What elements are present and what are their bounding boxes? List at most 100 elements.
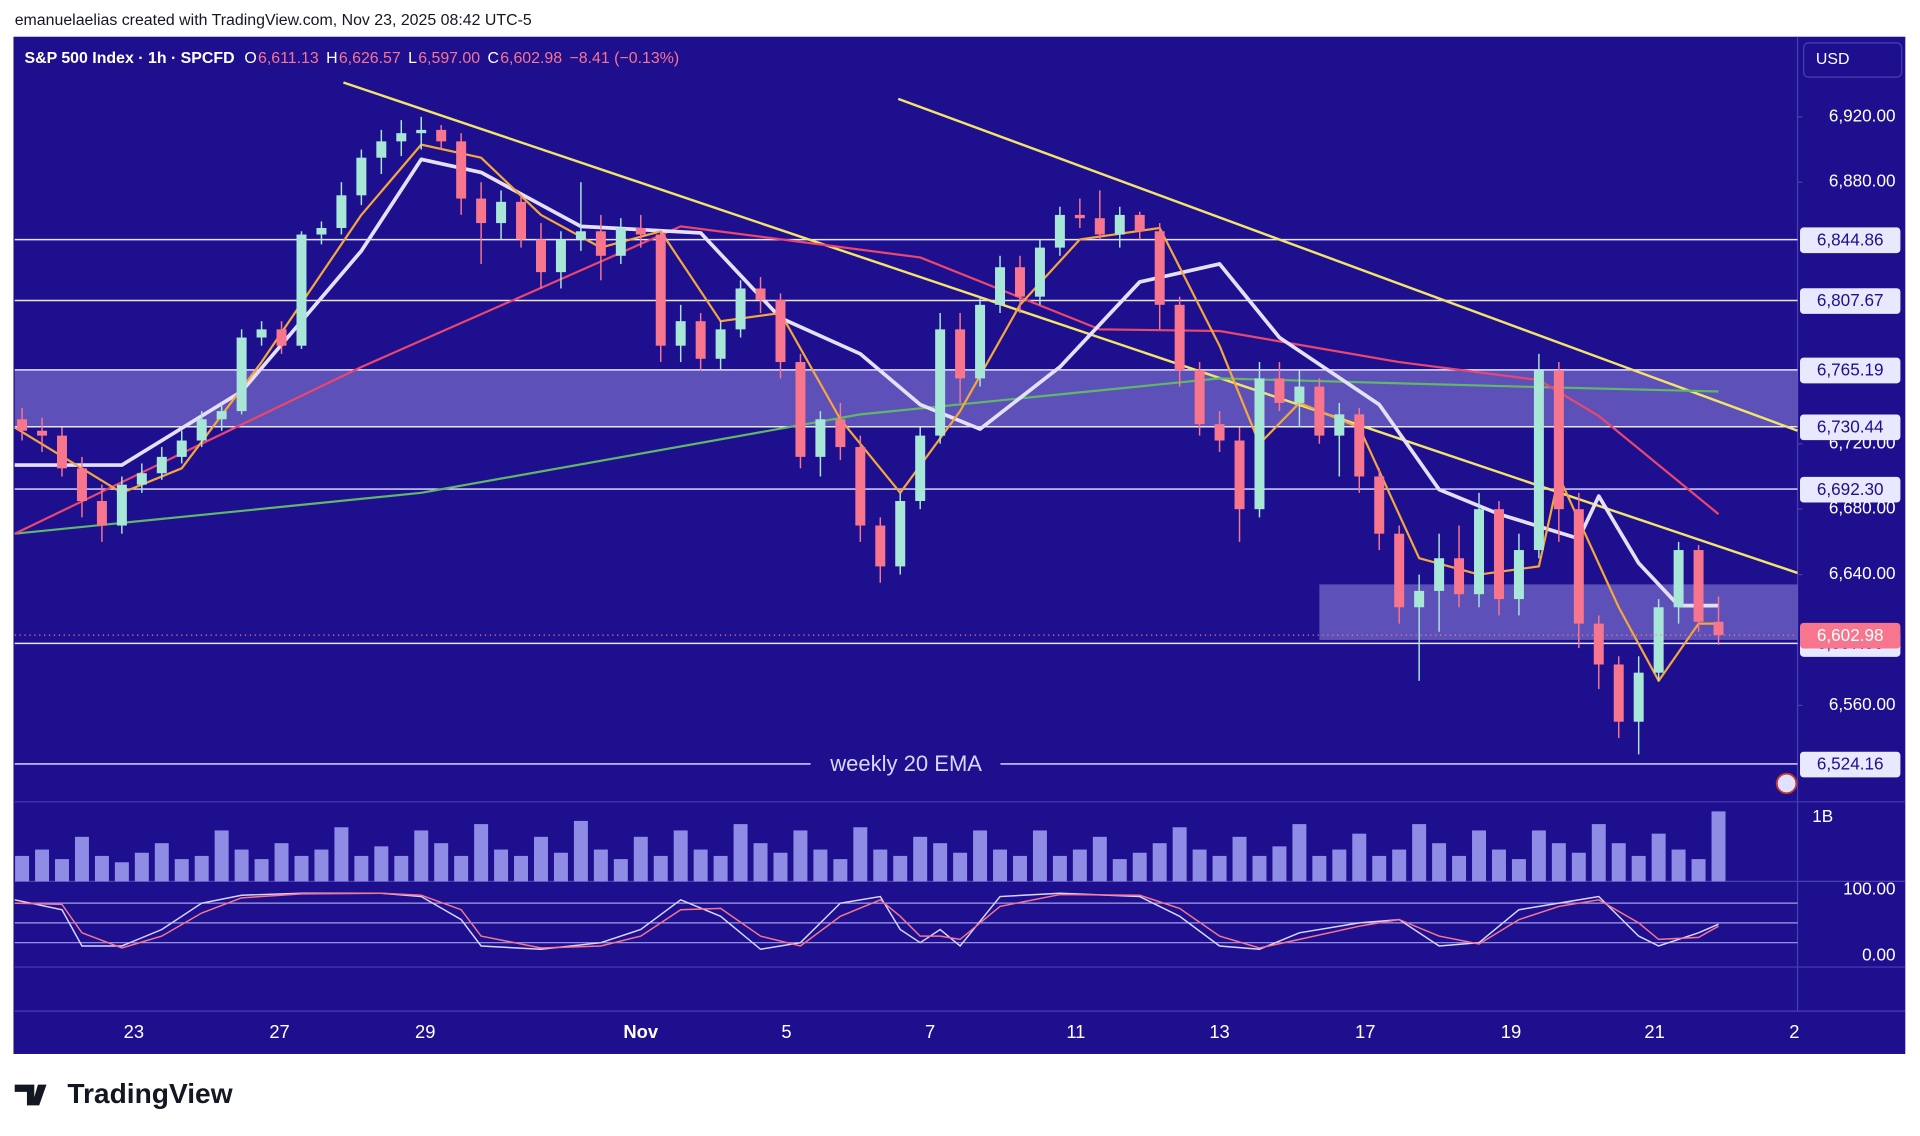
candle-body (316, 227, 327, 235)
candle-body (875, 525, 886, 567)
volume-bar (853, 827, 868, 882)
legend-item: 6,626.57 (339, 50, 401, 67)
attribution: emanuelaelias created with TradingView.c… (15, 12, 532, 29)
candle-body (1533, 370, 1544, 551)
volume-bar (1452, 855, 1467, 882)
volume-bar (1551, 843, 1566, 882)
candle-body (1134, 214, 1145, 232)
candle-body (1054, 214, 1065, 248)
candle-body (695, 321, 706, 359)
candle-body (1314, 386, 1325, 436)
volume-bar (693, 849, 708, 882)
legend-item: H (326, 50, 338, 67)
y-tick-label: 6,560.00 (1829, 694, 1896, 714)
candle-body (116, 484, 127, 526)
volume-bar (733, 824, 748, 882)
candle-body (1294, 386, 1305, 403)
candle-body (935, 329, 946, 436)
volume-bar (1252, 855, 1267, 882)
candle-body (835, 419, 846, 448)
stochastic-tick-label: 100.00 (1843, 878, 1895, 898)
candle-body (675, 321, 686, 346)
volume-bar (1392, 849, 1407, 882)
moving-average (14, 225, 1720, 535)
y-tick-label: 6,920.00 (1829, 105, 1896, 125)
candle-body (216, 411, 227, 420)
volume-bar (1591, 824, 1606, 882)
volume-bar (673, 830, 688, 882)
candle-body (715, 329, 726, 359)
candle-body (1074, 214, 1085, 219)
volume-bar (74, 836, 89, 882)
candle-body (1474, 509, 1485, 595)
candle-body (1194, 370, 1205, 425)
candle-body (895, 501, 906, 567)
candle-body (735, 288, 746, 330)
candle-body (1553, 370, 1564, 510)
volume-bar (913, 836, 928, 882)
annotation-gap (810, 751, 1001, 777)
volume-bar (1292, 824, 1307, 882)
candle-body (136, 473, 147, 485)
candle-body (516, 201, 527, 240)
volume-tick-label: 1B (1812, 806, 1833, 826)
candle-body (1593, 623, 1604, 665)
current-price-label: 6,602.98 (1817, 625, 1884, 645)
volume-bar (873, 849, 888, 882)
volume-bar (1372, 855, 1387, 882)
x-tick-label: 5 (781, 1021, 791, 1042)
candle-body (1094, 218, 1105, 235)
candle-body (236, 337, 247, 412)
volume-bar (553, 852, 568, 882)
level-label-box (1800, 288, 1901, 314)
candle-body (635, 227, 646, 235)
volume-bar (813, 849, 828, 882)
legend-item: 6,611.13 (258, 50, 319, 67)
candle-body (376, 141, 387, 158)
level-label: 6,765.19 (1817, 360, 1884, 380)
x-tick-label: 29 (415, 1021, 435, 1042)
candle-body (196, 419, 207, 441)
volume-bar (354, 855, 369, 882)
candle-body (176, 440, 187, 457)
legend-item: 6,597.00 (418, 50, 480, 67)
zone (1319, 584, 1798, 640)
candle-body (795, 362, 806, 457)
candle-body (1493, 509, 1504, 600)
candle-body (1394, 533, 1405, 608)
x-tick-label: 27 (269, 1021, 289, 1042)
volume-bar (1611, 843, 1626, 882)
volume-bar (1671, 849, 1686, 882)
x-tick-label: 13 (1209, 1021, 1229, 1042)
x-tick-label: 23 (124, 1021, 144, 1042)
stochastic-tick-label: 0.00 (1862, 944, 1895, 964)
volume-bar (833, 859, 848, 882)
volume-bar (953, 852, 968, 882)
x-tick-label: 11 (1066, 1021, 1085, 1042)
candle-body (476, 198, 487, 224)
x-tick-label: 17 (1355, 1021, 1375, 1042)
candle-body (416, 129, 427, 134)
volume-bar (933, 843, 948, 882)
candle-body (615, 227, 626, 256)
candle-body (1034, 247, 1045, 297)
currency-button[interactable] (1803, 42, 1903, 78)
volume-bar (1232, 836, 1247, 882)
volume-bar (174, 859, 189, 882)
volume-bar (15, 855, 30, 882)
candle-body (456, 141, 467, 199)
volume-bar (653, 855, 668, 882)
level-label: 6,524.16 (1817, 754, 1884, 774)
candle-body (496, 201, 507, 224)
level-label: 6,807.67 (1817, 290, 1884, 310)
volume-bar (1472, 830, 1487, 882)
brand-name: TradingView (67, 1078, 232, 1109)
volume-bar (593, 849, 608, 882)
current-price-label-box (1800, 622, 1901, 649)
volume-bar (773, 852, 788, 882)
y-tick-label: 6,680.00 (1829, 498, 1896, 518)
candle-body (975, 304, 986, 379)
candle-body (1633, 672, 1644, 722)
